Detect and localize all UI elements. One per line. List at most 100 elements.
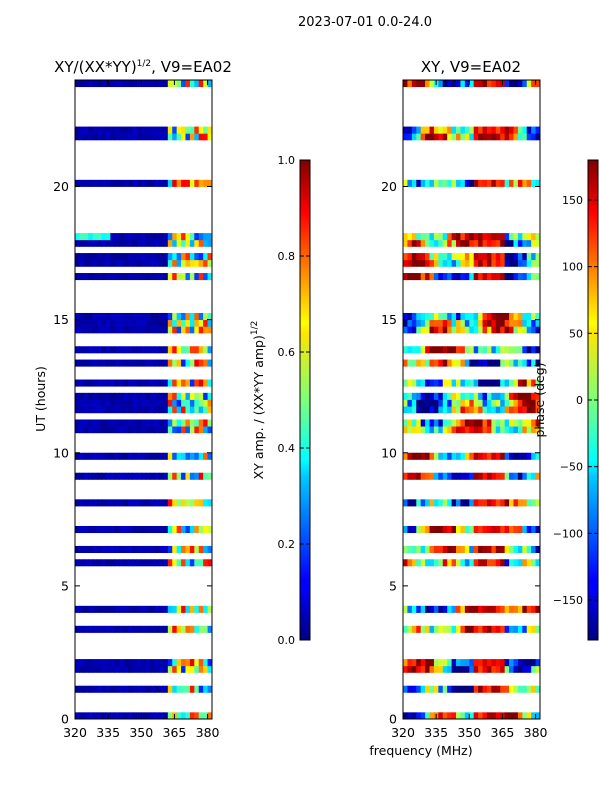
heatmap-cell xyxy=(136,126,142,134)
heatmap-cell xyxy=(442,665,448,673)
heatmap-cell xyxy=(167,392,173,400)
heatmap-cell xyxy=(447,625,453,633)
heatmap-cell xyxy=(88,179,94,187)
heatmap-cell xyxy=(517,452,523,460)
heatmap-cell xyxy=(522,399,528,407)
heatmap-cell xyxy=(429,379,435,387)
heatmap-cell xyxy=(491,419,497,427)
heatmap-cell xyxy=(79,179,85,187)
heatmap-cell xyxy=(460,499,466,507)
heatmap-cell xyxy=(473,452,479,460)
heatmap-cell xyxy=(535,406,540,414)
heatmap-cell xyxy=(101,379,107,387)
heatmap-cell xyxy=(500,665,506,673)
heatmap-cell xyxy=(517,259,523,267)
heatmap-cell xyxy=(114,659,120,667)
heatmap-cell xyxy=(88,359,94,367)
heatmap-cell xyxy=(491,472,497,480)
heatmap-cell xyxy=(198,559,204,567)
heatmap-cell xyxy=(403,685,408,693)
heatmap-cell xyxy=(522,406,528,414)
x-tick-label: 365 xyxy=(163,725,187,740)
heatmap-row xyxy=(75,133,212,141)
heatmap-cell xyxy=(509,346,514,354)
heatmap-cell xyxy=(416,133,422,141)
heatmap-cell xyxy=(194,426,200,434)
heatmap-cell xyxy=(522,605,528,613)
heatmap-cell xyxy=(141,605,147,613)
colorbar-tick-label: 0.0 xyxy=(278,634,296,647)
heatmap-cell xyxy=(167,559,173,567)
heatmap-cell xyxy=(154,126,160,134)
heatmap-cell xyxy=(101,665,107,673)
heatmap-cell xyxy=(141,712,147,719)
heatmap-cell xyxy=(451,406,457,414)
heatmap-cell xyxy=(181,659,186,667)
heatmap-cell xyxy=(535,419,540,427)
heatmap-row xyxy=(75,392,212,400)
heatmap-cell xyxy=(158,326,164,334)
heatmap-cell xyxy=(207,625,212,633)
heatmap-cell xyxy=(79,359,85,367)
colorbar-tick-label: 50 xyxy=(569,327,583,340)
heatmap-cell xyxy=(132,426,138,434)
heatmap-cell xyxy=(482,80,488,88)
heatmap-cell xyxy=(509,179,514,187)
heatmap-cell xyxy=(473,605,479,613)
heatmap-cell xyxy=(531,259,536,267)
heatmap-row xyxy=(403,685,540,693)
heatmap-cell xyxy=(119,319,125,327)
heatmap-cell xyxy=(469,253,475,261)
heatmap-cell xyxy=(207,239,212,247)
heatmap-cell xyxy=(83,233,89,241)
heatmap-cell xyxy=(167,326,173,334)
heatmap-cell xyxy=(473,359,479,367)
heatmap-cell xyxy=(150,233,155,241)
heatmap-cell xyxy=(442,392,448,400)
heatmap-cell xyxy=(167,179,173,187)
heatmap-cell xyxy=(451,312,457,321)
heatmap-cell xyxy=(447,712,453,719)
heatmap-cell xyxy=(517,179,523,187)
heatmap-cell xyxy=(486,559,492,567)
heatmap-cell xyxy=(194,179,200,187)
heatmap-cell xyxy=(105,452,111,460)
heatmap-cell xyxy=(500,126,506,134)
heatmap-cell xyxy=(110,392,116,400)
heatmap-cell xyxy=(105,406,111,414)
heatmap-cell xyxy=(416,346,422,354)
heatmap-cell xyxy=(522,685,528,693)
heatmap-cell xyxy=(478,406,483,414)
heatmap-cell xyxy=(495,379,501,387)
heatmap-cell xyxy=(526,399,532,407)
heatmap-cell xyxy=(181,259,186,267)
heatmap-cell xyxy=(517,233,523,241)
heatmap-cell xyxy=(420,499,426,507)
heatmap-row xyxy=(75,712,212,719)
heatmap-cell xyxy=(460,712,466,719)
heatmap-cell xyxy=(425,499,430,507)
heatmap-cell xyxy=(403,253,408,261)
heatmap-cell xyxy=(105,605,111,613)
heatmap-cell xyxy=(97,659,102,667)
heatmap-cell xyxy=(145,273,151,281)
heatmap-cell xyxy=(185,233,191,241)
heatmap-cell xyxy=(203,525,208,534)
heatmap-cell xyxy=(425,406,430,414)
heatmap-cell xyxy=(194,419,200,427)
heatmap-cell xyxy=(411,359,417,367)
heatmap-cell xyxy=(526,326,532,334)
heatmap-cell xyxy=(101,605,107,613)
heatmap-cell xyxy=(473,406,479,414)
heatmap-cell xyxy=(110,259,116,267)
heatmap-cell xyxy=(123,273,129,281)
heatmap-cell xyxy=(407,239,413,247)
heatmap-cell xyxy=(469,233,475,241)
heatmap-cell xyxy=(535,253,540,261)
heatmap-cell xyxy=(526,559,532,567)
heatmap-cell xyxy=(110,239,116,247)
heatmap-cell xyxy=(495,319,501,327)
heatmap-cell xyxy=(75,133,80,141)
heatmap-cell xyxy=(163,525,169,534)
heatmap-cell xyxy=(167,499,173,507)
